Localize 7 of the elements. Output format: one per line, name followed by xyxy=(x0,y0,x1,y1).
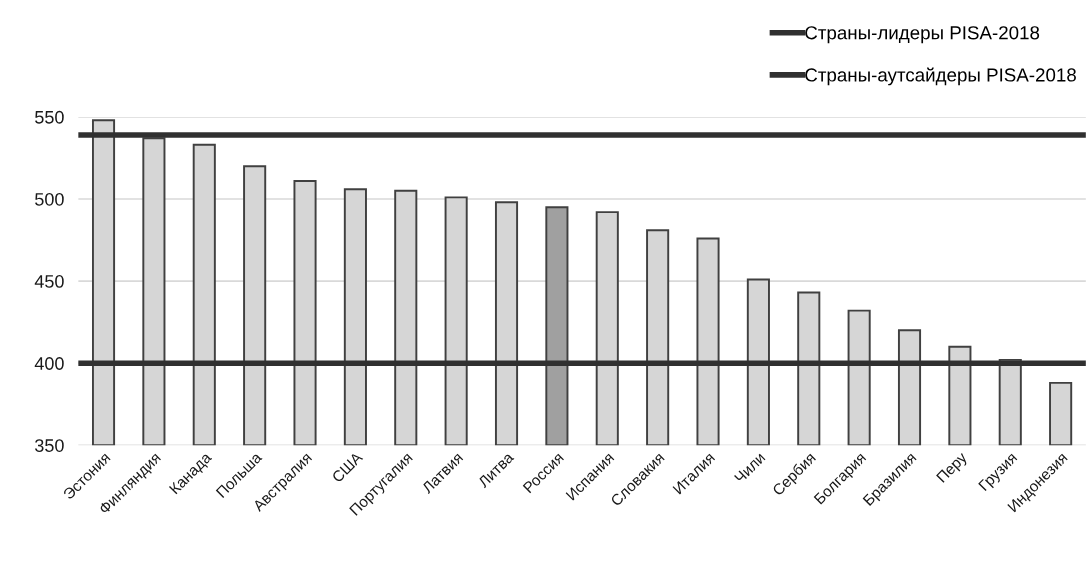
y-tick-label: 350 xyxy=(35,439,64,452)
legend-label: Страны-аутсайдеры PISA-2018 xyxy=(805,67,1076,86)
y-tick-label: 550 xyxy=(35,110,64,124)
y-tick-label: 400 xyxy=(34,357,64,370)
y-tick-label: 450 xyxy=(34,275,64,288)
legend-label: Страны-лидеры PISA-2018 xyxy=(805,26,1040,44)
y-tick-label: 500 xyxy=(35,192,64,206)
